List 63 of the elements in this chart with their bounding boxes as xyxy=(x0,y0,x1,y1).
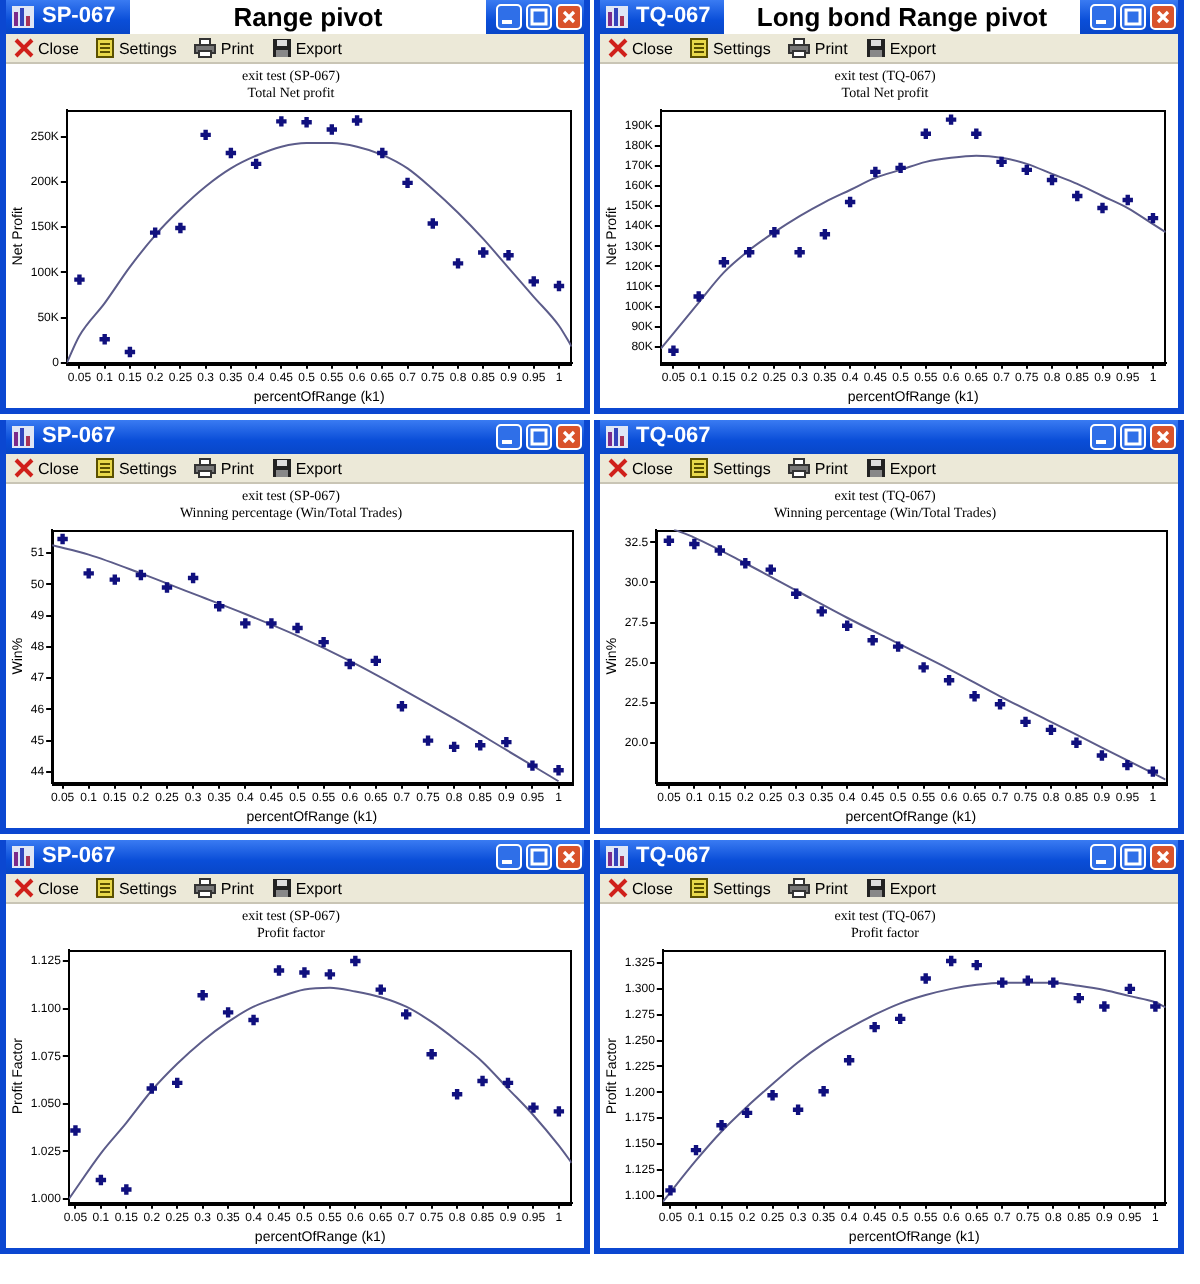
point xyxy=(159,580,175,595)
point xyxy=(1145,764,1161,779)
point xyxy=(712,543,728,558)
point xyxy=(173,220,188,236)
point xyxy=(551,278,567,294)
text: Close xyxy=(632,879,673,897)
point xyxy=(890,639,906,654)
text: TQ-067 xyxy=(636,842,711,872)
point xyxy=(1094,748,1110,763)
point xyxy=(55,531,70,547)
point xyxy=(475,1073,490,1089)
text: Print xyxy=(814,879,848,897)
point xyxy=(1095,200,1110,216)
line-series xyxy=(660,154,1166,350)
point xyxy=(223,145,239,161)
point xyxy=(133,567,149,583)
text: Settings xyxy=(712,459,771,477)
text: TQ-067 xyxy=(636,422,711,452)
text: Close xyxy=(632,459,673,477)
point xyxy=(246,1012,261,1028)
text: Range pivot xyxy=(130,0,486,34)
text: Export xyxy=(889,879,936,897)
text: Settings xyxy=(712,39,771,57)
point xyxy=(420,733,436,748)
text: SP-067 xyxy=(42,422,116,452)
text: Export xyxy=(295,459,342,477)
text: Print xyxy=(220,879,254,897)
text: Print xyxy=(814,459,848,477)
point xyxy=(290,620,305,636)
text: Settings xyxy=(118,879,177,897)
text: Export xyxy=(889,459,936,477)
point xyxy=(271,963,287,978)
text: Print xyxy=(220,459,254,477)
text: Print xyxy=(814,39,848,57)
point xyxy=(68,1123,83,1138)
text: Settings xyxy=(712,879,771,897)
text: Export xyxy=(295,879,342,897)
text: Print xyxy=(220,39,254,57)
line-series xyxy=(52,544,560,783)
text: Export xyxy=(295,39,342,57)
text: Settings xyxy=(118,459,177,477)
text: Close xyxy=(38,39,79,57)
point xyxy=(220,1005,236,1020)
point xyxy=(297,965,312,980)
point xyxy=(122,344,138,360)
line-series xyxy=(672,529,1166,781)
text: Long bond Range pivot xyxy=(724,0,1080,34)
text: SP-067 xyxy=(42,842,116,872)
point xyxy=(1044,172,1060,188)
text: Export xyxy=(889,39,936,57)
text: Close xyxy=(38,879,79,897)
point xyxy=(842,194,858,210)
point xyxy=(185,570,201,586)
point xyxy=(349,113,365,128)
point xyxy=(93,1172,109,1188)
point xyxy=(147,225,163,240)
text: Close xyxy=(38,459,79,477)
point xyxy=(551,1104,567,1119)
text: Settings xyxy=(118,39,177,57)
point xyxy=(663,1183,678,1198)
text: SP-067 xyxy=(42,2,116,32)
text: Close xyxy=(632,39,673,57)
text: TQ-067 xyxy=(636,2,711,32)
